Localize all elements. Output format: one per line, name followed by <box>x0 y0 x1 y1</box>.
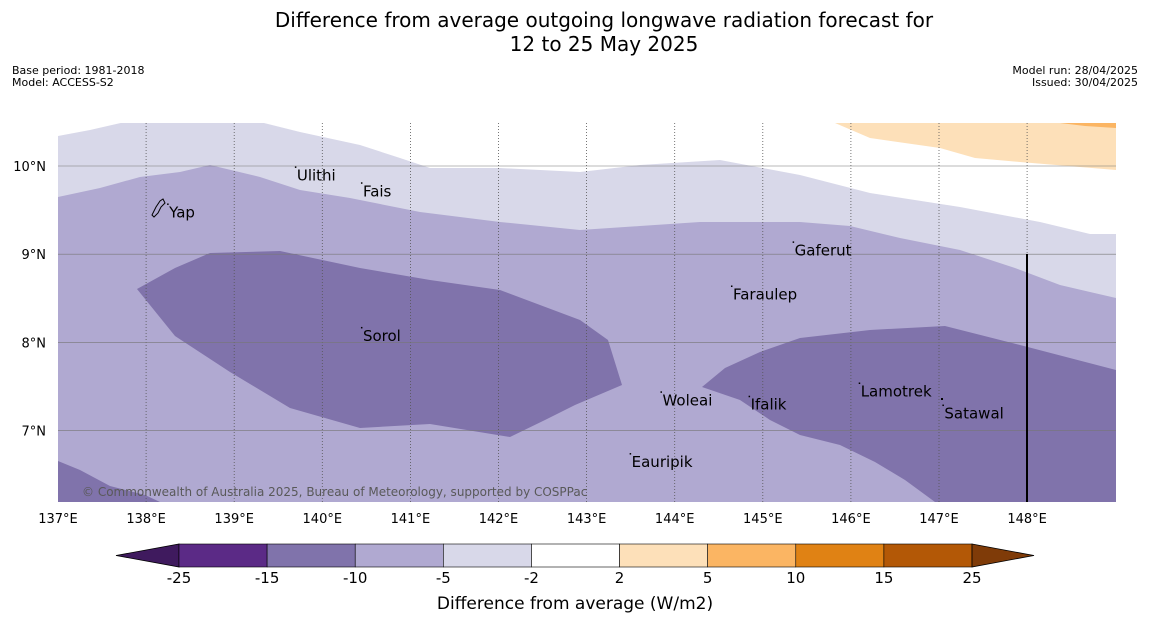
colorbar-tick-label: -15 <box>255 569 280 587</box>
place-label: Yap <box>168 203 195 221</box>
base-period: Base period: 1981-2018 <box>12 64 145 77</box>
place-label: Ifalik <box>751 396 787 414</box>
field-white <box>58 123 1116 234</box>
place-marker <box>792 241 795 243</box>
issued-date: Issued: 30/04/2025 <box>1031 76 1138 89</box>
place-marker <box>360 182 363 184</box>
place-label: Lamotrek <box>861 383 932 401</box>
colorbar-tick-label: -5 <box>436 569 451 587</box>
field-orange <box>1060 123 1116 128</box>
colorbar-bin <box>266 543 356 568</box>
lon-tick-label: 139°E <box>214 512 254 527</box>
field-light-orange <box>835 123 1116 170</box>
place-label: Gaferut <box>795 241 852 259</box>
place-label: Ulithi <box>297 166 336 184</box>
place-marker <box>858 382 861 384</box>
colorbar-tick-label: -10 <box>343 569 368 587</box>
map-axes: 137°E 138°E 139°E 140°E 141°E 142°E 143°E 144°E… <box>13 160 1047 527</box>
place-label: Satawal <box>944 405 1003 423</box>
place-marker <box>167 203 169 205</box>
colorbar-tick-label: 5 <box>703 569 713 587</box>
colorbar-tick-label: -2 <box>524 569 539 587</box>
place-marker <box>730 285 733 287</box>
model-name: Model: ACCESS-S2 <box>12 76 114 89</box>
colorbar-bin <box>178 543 268 568</box>
colorbar-tick-label: 25 <box>962 569 981 587</box>
lon-tick-label: 138°E <box>126 512 166 527</box>
colorbar-bin <box>707 543 797 568</box>
place-label: Eauripik <box>632 453 693 471</box>
lon-tick-label: 143°E <box>567 512 607 527</box>
lon-tick-label: 144°E <box>655 512 695 527</box>
place-label: Woleai <box>662 391 712 409</box>
place-marker <box>942 404 944 407</box>
colorbar-bin <box>443 543 532 568</box>
place-marker <box>748 395 751 398</box>
field-mid-purple-east <box>702 326 1116 502</box>
colorbar-tick-label: 15 <box>874 569 893 587</box>
lon-tick-label: 145°E <box>743 512 783 527</box>
lon-tick-label: 142°E <box>479 512 519 527</box>
place-marker <box>660 391 662 393</box>
lat-tick-label: 9°N <box>22 248 47 263</box>
colorbar-bin <box>354 543 444 568</box>
place-labels: Yap Ulithi Fais Gaferut Faraulep Sorol Woleai I… <box>167 166 1004 471</box>
copyright-text: © Commonwealth of Australia 2025, Bureau… <box>82 485 587 499</box>
colorbar-extend-low <box>115 543 180 568</box>
meta-left: Base period: 1981-2018 Model: ACCESS-S2 <box>12 65 144 89</box>
model-run: Model run: 28/04/2025 <box>1012 64 1138 77</box>
lat-tick-label: 8°N <box>22 336 47 351</box>
yap-island-shape <box>151 198 166 218</box>
place-label: Faraulep <box>733 285 797 303</box>
lon-tick-label: 147°E <box>919 512 959 527</box>
colorbar: -25 -15 -10 -5 -2 2 5 10 15 25 <box>115 543 1035 587</box>
lon-tick-label: 141°E <box>391 512 431 527</box>
lon-tick-label: 140°E <box>303 512 343 527</box>
colorbar-tick-label: 2 <box>615 569 625 587</box>
colorbar-bin <box>619 543 708 568</box>
lat-tick-label: 10°N <box>13 160 46 175</box>
field-mid-purple-west <box>137 251 622 437</box>
colorbar-tick-label: -25 <box>167 569 192 587</box>
colorbar-extend-high <box>971 543 1035 568</box>
place-label: Sorol <box>363 327 401 345</box>
field-mid-purple-southwest <box>58 461 160 502</box>
colorbar-bin <box>795 543 885 568</box>
colorbar-tick-label: 10 <box>786 569 805 587</box>
meta-right: Model run: 28/04/2025 Issued: 30/04/2025 <box>1012 65 1138 89</box>
lat-tick-label: 7°N <box>22 425 47 440</box>
lon-tick-label: 148°E <box>1007 512 1047 527</box>
colorbar-bin <box>531 543 620 568</box>
island-dot <box>941 398 943 400</box>
title-line1: Difference from average outgoing longwav… <box>274 8 934 32</box>
colorbar-label: Difference from average (W/m2) <box>436 594 714 614</box>
place-marker <box>629 453 632 455</box>
colorbar-bin <box>883 543 973 568</box>
title-line2: 12 to 25 May 2025 <box>509 32 699 56</box>
lon-tick-label: 146°E <box>831 512 871 527</box>
place-marker <box>360 326 363 329</box>
map-title: Difference from average outgoing longwav… <box>0 8 1150 56</box>
place-marker <box>294 166 297 168</box>
lon-tick-label: 137°E <box>38 512 78 527</box>
place-label: Fais <box>363 182 392 200</box>
